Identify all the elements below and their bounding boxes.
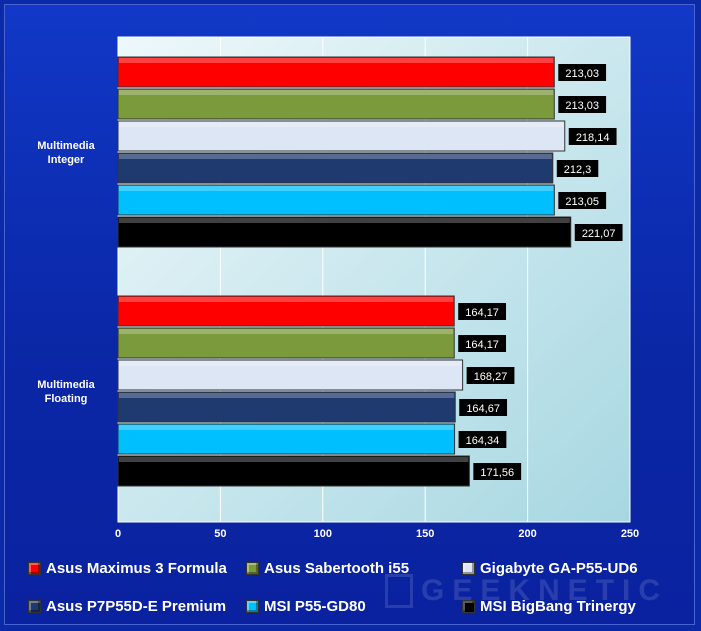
bar [117,88,555,120]
watermark-logo-icon [385,574,413,608]
bar [117,56,555,88]
data-label: 212,3 [564,164,592,176]
data-label: 213,03 [565,68,599,80]
data-label-box [556,160,599,177]
watermark: GEEKNETIC [385,566,685,616]
bar [117,391,456,423]
bar-highlight [119,425,454,430]
data-label-box [558,64,607,81]
bar-highlight [119,122,564,127]
bar [117,359,464,391]
bar [117,423,456,455]
bar [117,152,554,184]
bar-highlight [119,218,570,223]
data-label: 213,03 [565,100,599,112]
bar [117,327,455,359]
category-label: Multimedia Integer [37,140,95,166]
data-label-box [574,224,623,241]
bar [117,295,455,327]
data-label-box [459,399,508,416]
bar-highlight [119,457,469,462]
x-tick-label: 50 [214,528,226,540]
bar-highlight [119,297,454,302]
bar-highlight [119,154,552,159]
bar [117,120,566,152]
data-label: 218,14 [576,132,610,144]
data-labels: 213,03 213,03 218,14 212,3 213,05 221,07 164,1… [458,64,623,480]
data-label: 164,17 [465,339,499,351]
x-tick-label: 100 [314,528,332,540]
x-tick-label: 0 [115,528,121,540]
x-axis-ticks: 0 50 100 150 200 250 [115,528,639,540]
data-label-box [473,463,522,480]
bar [117,216,572,248]
bar [117,184,555,216]
data-label: 164,67 [466,403,500,415]
data-label: 171,56 [480,467,514,479]
data-label-box [558,96,607,113]
bars [117,56,572,487]
bar [117,455,470,487]
watermark-text: GEEKNETIC [421,574,669,607]
bar-highlight [119,361,462,366]
bar-highlight [119,90,554,95]
bar-highlight [119,186,554,191]
x-tick-label: 250 [621,528,639,540]
category-label: Multimedia Floating [37,379,95,405]
data-label: 168,27 [474,371,508,383]
data-label-box [568,128,617,145]
data-label: 164,17 [465,307,499,319]
x-tick-label: 150 [416,528,434,540]
data-label: 164,34 [466,435,500,447]
bar-highlight [119,329,454,334]
data-label: 221,07 [582,228,616,240]
x-tick-label: 200 [518,528,536,540]
data-label-box [466,367,515,384]
data-label-box [458,303,507,320]
data-label-box [558,192,607,209]
data-label-box [458,335,507,352]
bar-highlight [119,58,554,63]
data-label: 213,05 [565,196,599,208]
bar-highlight [119,393,455,398]
data-label-box [458,431,507,448]
